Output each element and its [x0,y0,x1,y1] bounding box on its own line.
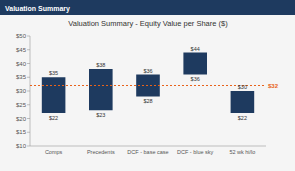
bar [183,53,207,75]
low-label: $36 [191,76,200,82]
subtitle: Valuation Summary [5,5,70,13]
y-tick-label: $15 [16,129,27,135]
high-label: $38 [96,62,105,68]
x-tick-label: Comps [45,149,63,155]
low-label: $22 [238,115,247,121]
title: Valuation Summary - Equity Value per Sha… [68,19,228,28]
header-bar [0,0,295,15]
y-tick-label: $40 [16,61,27,67]
y-tick [27,104,30,105]
bars [30,53,266,114]
y-tick [27,91,30,92]
high-label: $35 [49,70,58,76]
y-tick [27,63,30,64]
x-tick-label: Precedents [87,149,115,155]
x-axis [30,146,266,147]
x-tick-label: 52 wk hi/lo [229,149,255,155]
y-tick [27,49,30,50]
y-tick [27,36,30,37]
low-label: $28 [143,98,152,104]
y-tick-label: $10 [16,143,27,149]
x-tick-label: DCF - blue sky [177,149,214,155]
high-label: $44 [191,46,200,52]
low-label: $23 [96,112,105,118]
high-label: $30 [238,84,247,90]
high-label: $36 [143,68,152,74]
bar [42,77,66,113]
y-tick [27,77,30,78]
reference-label: $32 [268,83,279,89]
y-tick [27,146,30,147]
x-tick-label: DCF - base case [127,149,168,155]
y-tick-label: $35 [16,74,27,80]
low-label: $22 [49,115,58,121]
y-axis [30,36,31,146]
y-tick [27,132,30,133]
y-tick-label: $45 [16,47,27,53]
bar [89,69,113,110]
bar [231,91,255,113]
y-tick-label: $30 [16,88,27,94]
y-tick-label: $50 [16,33,27,39]
y-tick-label: $25 [16,102,27,108]
y-tick-label: $20 [16,116,27,122]
y-tick [27,118,30,119]
reference-line [30,85,266,86]
